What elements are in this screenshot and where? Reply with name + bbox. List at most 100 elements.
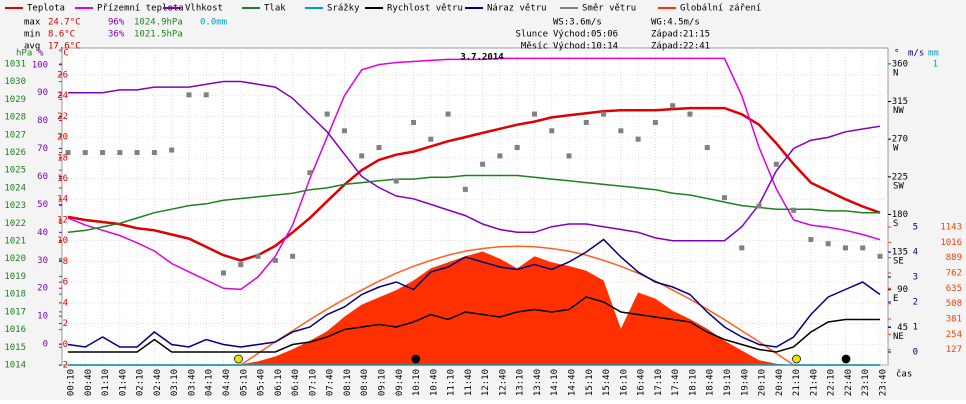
series-line [67, 174, 880, 233]
y-tick-label: 16 [57, 174, 68, 184]
axis-unit: ° [894, 49, 899, 59]
astro-label: Měsíc [521, 42, 548, 52]
x-tick-label: 04:10 [205, 369, 215, 396]
astro-time: 22:41 [683, 42, 710, 52]
direction-point [203, 92, 209, 98]
legend-label: Směr větru [582, 4, 636, 14]
direction-point [186, 92, 192, 98]
y-tick-label: 20 [57, 133, 68, 143]
stat-value: 1024.9hPa [134, 18, 183, 28]
y-tick-label: 26 [57, 70, 68, 80]
axis-unit: m/s [908, 49, 924, 59]
y-tick-label: 1028 [4, 113, 26, 123]
y-tick-label: 10 [57, 236, 68, 246]
compass-label: W [893, 144, 899, 154]
stat-label: avg [24, 42, 40, 52]
y-tick-label: 381 [946, 314, 962, 324]
x-tick-label: 23:40 [879, 369, 889, 396]
y-tick-label: 12 [57, 215, 68, 225]
x-tick-label: 02:10 [136, 369, 146, 396]
direction-point [791, 207, 797, 213]
x-tick-label: 13:10 [516, 369, 526, 396]
compass-label: E [893, 294, 898, 304]
x-tick-label: 08:10 [343, 369, 353, 396]
x-tick-label: 21:40 [809, 369, 819, 396]
y-tick-label: 225 [892, 172, 908, 182]
y-tick-label: -2 [57, 361, 68, 371]
y-tick-label: 1022 [4, 219, 26, 229]
x-tick-label: 00:10 [67, 369, 77, 396]
direction-point [359, 153, 365, 159]
stat-value: 17.6°C [48, 42, 81, 52]
direction-point [618, 128, 624, 134]
y-tick-label: 135 [892, 248, 908, 258]
x-tick-label: 03:40 [187, 369, 197, 396]
x-tick-label: 06:10 [274, 369, 284, 396]
y-tick-label: 1 [933, 59, 938, 69]
x-tick-label: 09:10 [377, 369, 387, 396]
series-line [67, 57, 881, 291]
x-tick-label: 15:40 [602, 369, 612, 396]
legend-label: Náraz větru [487, 4, 547, 14]
astro-label: Slunce [515, 30, 548, 40]
direction-point [480, 161, 486, 167]
x-tick-label: 07:10 [308, 369, 318, 396]
x-axis-label: čas [896, 369, 912, 380]
legend-label: Přízemní teplota [97, 4, 184, 14]
direction-point [549, 128, 555, 134]
stat-value: 96% [108, 18, 125, 28]
astro-label: Západ: [651, 30, 684, 40]
x-tick-label: 13:40 [533, 369, 543, 396]
direction-point [566, 153, 572, 159]
direction-point [238, 262, 244, 268]
x-tick-label: 19:10 [723, 369, 733, 396]
y-tick-label: 1014 [4, 361, 26, 371]
astro-time: 21:15 [683, 30, 710, 40]
stat-value: 0.0mm [200, 18, 227, 28]
wind-stat: WS:3.6m/s [553, 18, 602, 28]
axis-unit: mm [928, 49, 939, 59]
y-tick-label: 40 [37, 228, 48, 238]
sun-marker [792, 354, 801, 364]
compass-label: SW [893, 181, 904, 191]
y-tick-label: 0 [43, 340, 48, 350]
y-tick-label: 4 [63, 298, 68, 308]
y-tick-label: 100 [32, 60, 48, 70]
x-tick-label: 11:40 [464, 369, 474, 396]
x-tick-label: 22:40 [844, 369, 854, 396]
wind-stat: WG:4.5m/s [651, 18, 700, 28]
direction-point [65, 150, 71, 156]
direction-point [877, 253, 883, 259]
direction-point [670, 103, 676, 109]
compass-label: NE [893, 332, 904, 342]
direction-point [411, 119, 417, 125]
y-tick-label: 1024 [4, 183, 26, 193]
direction-point [825, 241, 831, 247]
y-tick-label: 1031 [4, 59, 26, 69]
direction-point [255, 253, 261, 259]
y-tick-label: 60 [37, 172, 48, 182]
y-tick-label: 1021 [4, 237, 26, 247]
y-tick-label: 50 [37, 200, 48, 210]
y-tick-label: 1016 [940, 238, 962, 248]
x-tick-label: 17:40 [671, 369, 681, 396]
y-tick-label: 0 [913, 348, 918, 358]
y-tick-label: 360 [892, 59, 908, 69]
direction-point [462, 186, 468, 192]
x-tick-label: 05:40 [257, 369, 267, 396]
y-tick-label: 508 [946, 299, 962, 309]
x-tick-label: 07:40 [326, 369, 336, 396]
y-tick-label: 127 [946, 345, 962, 355]
x-tick-label: 10:40 [429, 369, 439, 396]
x-tick-label: 16:40 [637, 369, 647, 396]
direction-point [134, 150, 140, 156]
direction-point [722, 195, 728, 201]
y-tick-label: 90 [37, 88, 48, 98]
axis-unit: °C [58, 49, 69, 59]
y-tick-label: 315 [892, 97, 908, 107]
x-tick-label: 03:10 [170, 369, 180, 396]
y-tick-label: 254 [946, 330, 962, 340]
x-tick-label: 22:10 [827, 369, 837, 396]
y-tick-label: 1030 [4, 77, 26, 87]
